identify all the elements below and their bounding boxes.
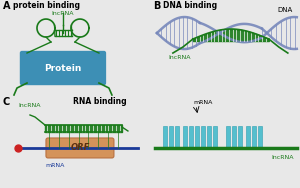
Text: mRNA: mRNA [45, 163, 65, 168]
Text: lncRNA: lncRNA [52, 11, 74, 16]
FancyBboxPatch shape [207, 126, 211, 148]
Text: Protein: Protein [44, 64, 82, 73]
FancyBboxPatch shape [20, 52, 105, 85]
Text: C: C [3, 97, 10, 107]
Text: lncRNA: lncRNA [169, 55, 191, 60]
FancyBboxPatch shape [258, 126, 262, 148]
Text: B: B [153, 1, 160, 11]
FancyBboxPatch shape [226, 126, 230, 148]
FancyBboxPatch shape [183, 126, 187, 148]
Text: A: A [3, 1, 10, 11]
FancyBboxPatch shape [246, 126, 250, 148]
Text: DNA: DNA [278, 7, 293, 13]
FancyBboxPatch shape [213, 126, 217, 148]
FancyBboxPatch shape [238, 126, 242, 148]
FancyBboxPatch shape [189, 126, 193, 148]
Text: lncRNA: lncRNA [272, 155, 294, 160]
Text: protein binding: protein binding [13, 1, 80, 10]
FancyBboxPatch shape [175, 126, 179, 148]
FancyBboxPatch shape [163, 126, 167, 148]
Text: mRNA: mRNA [193, 100, 212, 105]
FancyBboxPatch shape [232, 126, 236, 148]
Text: ORF: ORF [70, 143, 90, 152]
Text: lncRNA: lncRNA [18, 103, 40, 108]
FancyBboxPatch shape [252, 126, 256, 148]
FancyBboxPatch shape [169, 126, 173, 148]
FancyBboxPatch shape [195, 126, 199, 148]
Text: RNA binding: RNA binding [73, 97, 127, 106]
Text: DNA binding: DNA binding [163, 1, 217, 10]
FancyBboxPatch shape [201, 126, 205, 148]
FancyBboxPatch shape [46, 138, 114, 158]
